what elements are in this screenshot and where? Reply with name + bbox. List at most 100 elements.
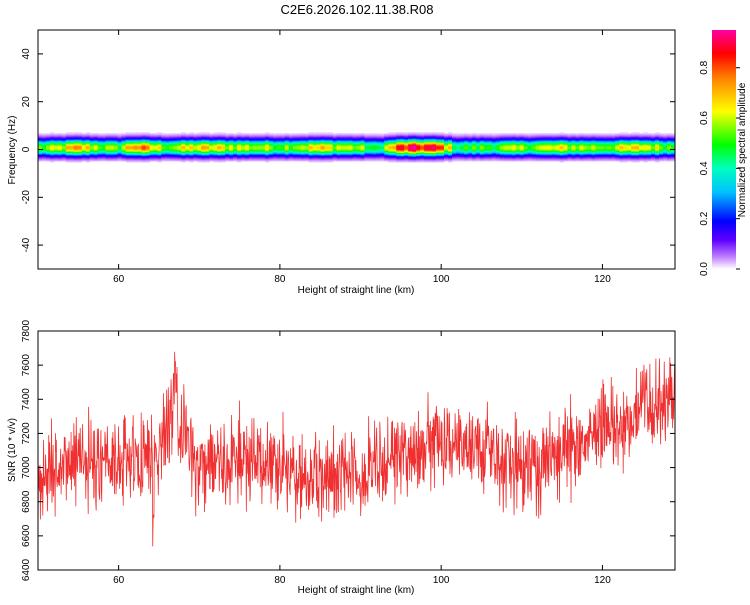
heatmap-cell [615, 142, 620, 145]
heatmap-cell [73, 159, 79, 162]
heatmap-cell [655, 142, 660, 145]
heatmap-cell [217, 143, 222, 146]
heatmap-cell [280, 158, 286, 161]
heatmap-cell [615, 141, 620, 144]
heatmap-cell [113, 146, 119, 148]
heatmap-cell [340, 149, 346, 151]
heatmap-cell [264, 142, 270, 145]
heatmap-cell [547, 154, 553, 157]
heatmap-cell [404, 154, 409, 157]
heatmap-cell [627, 136, 632, 139]
heatmap-cell [420, 155, 425, 158]
heatmap-cell [73, 157, 79, 160]
heatmap-cell [571, 148, 577, 150]
colorbar: 0.00.20.40.60.8 Normalized spectral ampl… [699, 30, 748, 276]
heatmap-cell [408, 151, 413, 153]
heatmap-cell [320, 145, 326, 147]
heatmap-cell [61, 145, 67, 147]
heatmap-cell [149, 145, 155, 147]
heatmap-cell [77, 138, 83, 141]
heatmap-cell [217, 135, 222, 138]
heatmap-cell [300, 155, 306, 158]
heatmap-cell [85, 141, 91, 144]
heatmap-cell [101, 156, 107, 159]
heatmap-cell [368, 155, 374, 158]
heatmap-cell [272, 141, 278, 144]
heatmap-cell [551, 149, 557, 151]
heatmap-cell [308, 156, 314, 159]
heatmap-cell [77, 135, 83, 138]
heatmap-cell [507, 157, 513, 160]
heatmap-cell [523, 151, 529, 153]
heatmap-cell [288, 146, 294, 148]
heatmap-cell [448, 136, 453, 139]
heatmap-cell [93, 148, 99, 150]
heatmap-cell [623, 148, 628, 150]
heatmap-cell [360, 148, 366, 150]
heatmap-cell [133, 141, 139, 144]
heatmap-cell [396, 156, 401, 159]
heatmap-cell [300, 156, 306, 159]
heatmap-cell [121, 148, 127, 150]
heatmap-cell [631, 138, 636, 141]
heatmap-cell [511, 157, 517, 160]
heatmap-cell [519, 157, 525, 160]
heatmap-cell [651, 153, 656, 156]
heatmap-cell [249, 153, 254, 156]
heatmap-cell [153, 157, 159, 160]
heatmap-cell [643, 154, 648, 157]
heatmap-cell [555, 143, 561, 146]
heatmap-cell [639, 139, 644, 142]
heatmap-cell [463, 135, 469, 138]
heatmap-cell [205, 138, 210, 141]
heatmap-cell [85, 135, 91, 138]
heatmap-cell [444, 145, 449, 147]
heatmap-cell [456, 138, 461, 141]
heatmap-cell [495, 151, 501, 153]
heatmap-cell [599, 147, 604, 149]
heatmap-cell [85, 154, 91, 157]
heatmap-cell [145, 140, 151, 143]
heatmap-cell [97, 154, 103, 157]
heatmap-cell [440, 140, 445, 143]
heatmap-cell [424, 159, 429, 162]
heatmap-cell [575, 135, 581, 138]
heatmap-cell [344, 140, 350, 143]
heatmap-cell [567, 153, 573, 156]
heatmap-cell [547, 133, 553, 136]
heatmap-cell [412, 133, 417, 136]
heatmap-cell [348, 151, 354, 153]
heatmap-cell [416, 143, 421, 146]
heatmap-cell [45, 153, 51, 156]
heatmap-cell [264, 154, 270, 157]
heatmap-cell [65, 159, 71, 162]
heatmap-cell [667, 136, 672, 139]
heatmap-cell [495, 135, 501, 138]
heatmap-cell [432, 146, 437, 148]
heatmap-cell [189, 156, 194, 159]
heatmap-cell [93, 135, 99, 138]
heatmap-cell [141, 141, 147, 144]
heatmap-cell [189, 152, 194, 155]
heatmap-cell [332, 154, 338, 157]
heatmap-cell [471, 133, 477, 136]
heatmap-cell [61, 133, 67, 136]
heatmap-cell [603, 137, 608, 140]
heatmap-cell [663, 150, 668, 152]
heatmap-cell [531, 147, 537, 149]
heatmap-cell [380, 134, 385, 137]
heatmap-cell [292, 137, 298, 140]
heatmap-cell [436, 149, 441, 151]
heatmap-cell [284, 136, 290, 139]
heatmap-x-tick-label: 120 [594, 274, 611, 285]
heatmap-cell [587, 140, 592, 143]
heatmap-cell [467, 136, 473, 139]
heatmap-cell [475, 158, 481, 161]
heatmap-cell [647, 143, 652, 146]
heatmap-cell [499, 134, 505, 137]
heatmap-cell [603, 135, 608, 138]
heatmap-cell [177, 141, 182, 144]
heatmap-cell [241, 136, 246, 139]
heatmap-cell [416, 151, 421, 153]
heatmap-cell [623, 132, 628, 135]
